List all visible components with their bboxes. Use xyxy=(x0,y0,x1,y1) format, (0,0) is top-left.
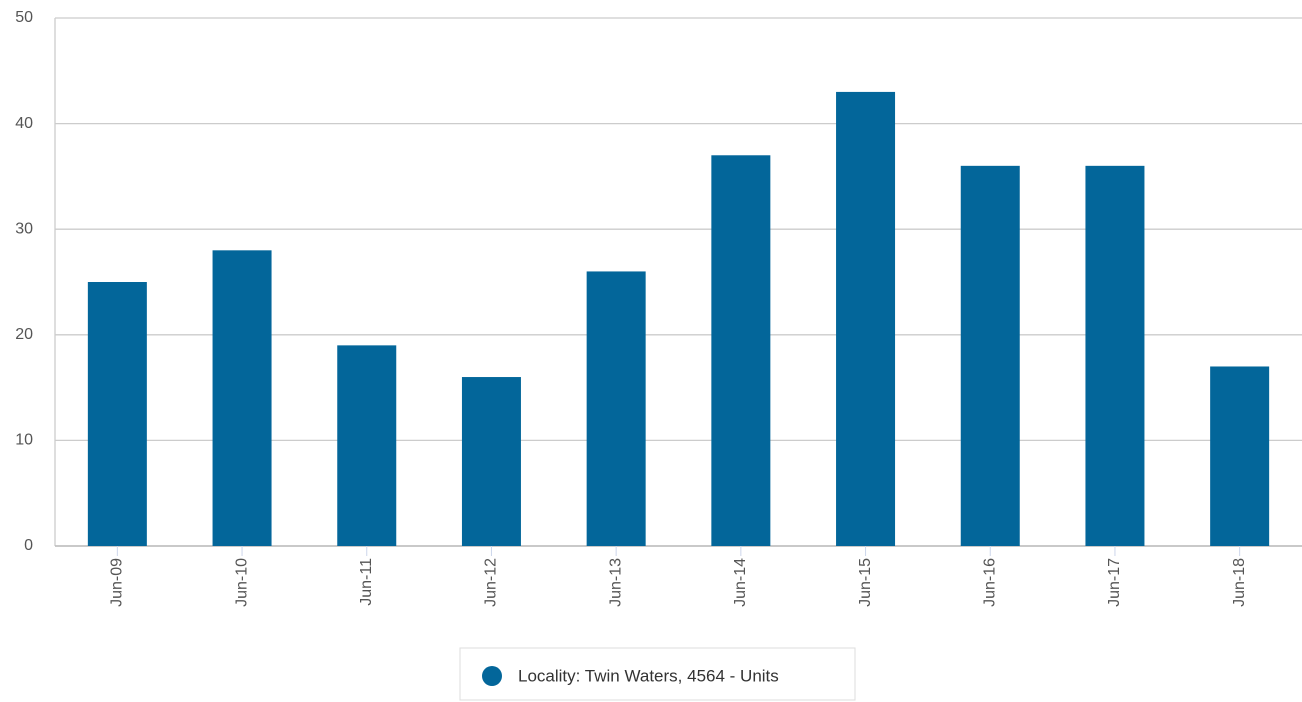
x-tick-label: Jun-12 xyxy=(483,558,500,607)
y-tick-label: 40 xyxy=(15,115,33,132)
bar xyxy=(1085,165,1145,546)
bar xyxy=(461,377,521,546)
y-tick-label: 50 xyxy=(15,9,33,26)
y-tick-label: 20 xyxy=(15,326,33,343)
bar xyxy=(711,155,771,546)
x-tick-label: Jun-15 xyxy=(857,558,874,607)
x-tick-label: Jun-18 xyxy=(1231,558,1248,607)
x-tick-label: Jun-14 xyxy=(732,558,749,607)
y-tick-label: 0 xyxy=(24,537,33,554)
x-tick-label: Jun-11 xyxy=(358,558,375,606)
legend-marker xyxy=(482,666,502,686)
bar xyxy=(87,282,147,546)
legend-box xyxy=(459,647,856,701)
x-tick-label: Jun-10 xyxy=(233,558,250,607)
bar xyxy=(586,271,646,546)
x-tick-label: Jun-13 xyxy=(607,558,624,607)
x-tick-label: Jun-16 xyxy=(981,558,998,607)
x-tick-label: Jun-17 xyxy=(1106,558,1123,607)
bar xyxy=(1210,366,1270,546)
bar xyxy=(212,250,272,546)
y-tick-label: 30 xyxy=(15,220,33,237)
y-tick-label: 10 xyxy=(15,432,33,449)
legend-label: Locality: Twin Waters, 4564 - Units xyxy=(518,666,779,685)
legend: Locality: Twin Waters, 4564 - Units xyxy=(459,647,856,701)
x-tick-label: Jun-09 xyxy=(109,558,126,607)
bar xyxy=(836,91,896,547)
bar xyxy=(960,165,1020,546)
legend-item[interactable]: Locality: Twin Waters, 4564 - Units xyxy=(482,666,779,686)
bar xyxy=(337,345,397,546)
